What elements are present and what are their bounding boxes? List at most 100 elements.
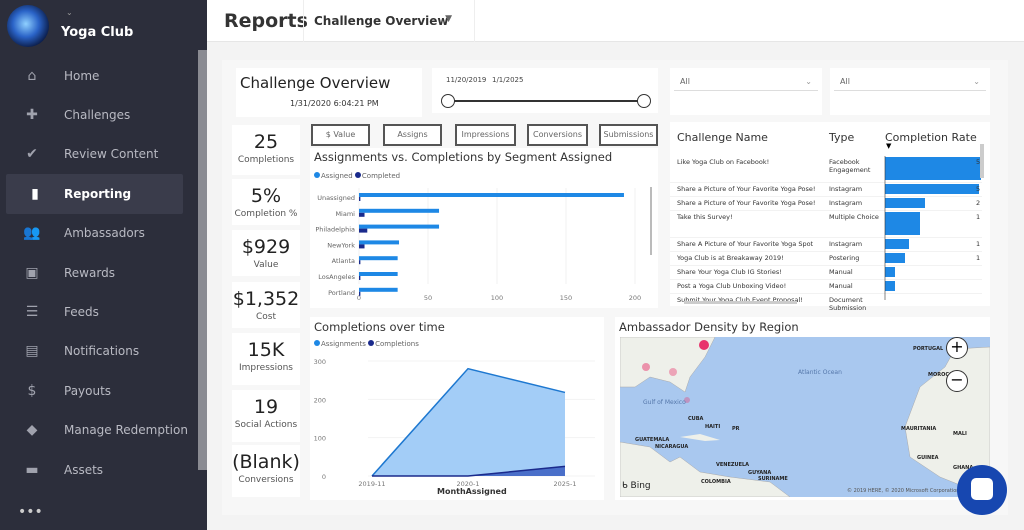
filter-dropdown-2[interactable]: All ⌄ xyxy=(834,73,986,91)
challenge-name: Submit Your Yoga Club Event Proposal! xyxy=(677,296,803,304)
bar-assigned[interactable] xyxy=(359,224,440,229)
challenge-type: Instagram xyxy=(829,240,863,248)
table-hscrollbar[interactable] xyxy=(684,301,797,304)
sidebar-nav: ⌂ Home ✚ Challenges ✔ Review Content ▮ Reportin… xyxy=(0,56,198,489)
slider-handle-start[interactable] xyxy=(441,94,455,108)
bar-assigned[interactable] xyxy=(359,240,400,245)
sidebar-item-manage-redemption[interactable]: ◆ Manage Redemption xyxy=(0,411,198,450)
bar-assigned[interactable] xyxy=(359,193,624,197)
date-start[interactable]: 11/20/2019 xyxy=(446,76,487,84)
bar-completed[interactable] xyxy=(359,291,361,296)
bar-completed[interactable] xyxy=(359,212,365,217)
map-label: GUINEA xyxy=(917,455,939,461)
sidebar-item-label: Payouts xyxy=(64,383,112,398)
date-end[interactable]: 1/1/2025 xyxy=(492,76,524,84)
map-label: GUYANA xyxy=(748,470,772,476)
y-tick-label: 200 xyxy=(314,396,326,404)
sort-desc-icon[interactable]: ▼ xyxy=(886,142,892,150)
y-category-label: Philadelphia xyxy=(315,226,355,234)
bar-assigned[interactable] xyxy=(359,272,398,276)
metric-button-assigns[interactable]: Assigns xyxy=(383,124,442,146)
bar-completed[interactable] xyxy=(359,197,361,201)
table-row[interactable]: Post a Yoga Club Unboxing Video! Manual xyxy=(670,280,982,294)
table-row[interactable]: Share a Picture of Your Favorite Yoga Po… xyxy=(670,197,982,211)
puzzle-icon: ✚ xyxy=(26,107,38,124)
sidebar-item-reporting[interactable]: ▮ Reporting xyxy=(6,174,183,214)
sidebar-item-assets[interactable]: ▬ Assets xyxy=(0,450,198,489)
table-row[interactable]: Like Yoga Club on Facebook! Facebook Enga… xyxy=(670,156,982,183)
bar-completed[interactable] xyxy=(359,228,368,233)
line-completions[interactable] xyxy=(372,465,566,477)
bar-assigned[interactable] xyxy=(359,287,398,292)
metric-button-value[interactable]: $ Value xyxy=(311,124,370,146)
kpi-value: 15K xyxy=(247,339,285,361)
date-slider: 11/20/2019 1/1/2025 xyxy=(432,68,658,113)
completion-rate-bar xyxy=(885,267,895,277)
line-assignments[interactable] xyxy=(371,367,566,477)
metric-button-submissions[interactable]: Submissions xyxy=(599,124,658,146)
more-icon[interactable]: ••• xyxy=(18,504,43,520)
y-category-label: LosAngeles xyxy=(318,273,355,281)
chat-icon xyxy=(971,478,993,500)
y-tick-label: 100 xyxy=(314,435,326,443)
sidebar-item-notifications[interactable]: ▤ Notifications xyxy=(0,332,198,371)
challenge-table: Challenge Name Type Completion Rate ▼ Li… xyxy=(670,122,990,321)
sidebar-item-payouts[interactable]: $ Payouts xyxy=(0,371,198,410)
bar-completed[interactable] xyxy=(359,244,365,249)
tag-icon: ◆ xyxy=(26,422,38,439)
zoom-in-button[interactable]: + xyxy=(946,337,968,359)
table-row[interactable]: Take this Survey! Multiple Choice 1 xyxy=(670,211,982,238)
sidebar-item-home[interactable]: ⌂ Home xyxy=(0,56,198,95)
bar-assigned[interactable] xyxy=(359,256,398,261)
overview-title: Challenge Overview xyxy=(240,74,391,92)
org-name[interactable]: Yoga Club xyxy=(61,25,134,40)
slider-handle-end[interactable] xyxy=(637,94,651,108)
y-category-label: Atlanta xyxy=(332,257,355,265)
map-label: HAITI xyxy=(705,424,721,430)
chat-launcher-button[interactable] xyxy=(957,465,1007,515)
bar-assigned[interactable] xyxy=(359,208,440,213)
x-tick-label: 150 xyxy=(560,294,572,302)
chevron-down-icon[interactable]: ⌄ xyxy=(66,8,73,17)
sidebar-item-feeds[interactable]: ☰ Feeds xyxy=(0,292,198,331)
sidebar-scrollbar[interactable] xyxy=(198,50,207,470)
col-header-type[interactable]: Type xyxy=(829,131,855,144)
metric-button-impressions[interactable]: Impressions xyxy=(455,124,516,146)
bar-completed[interactable] xyxy=(359,276,361,280)
zoom-out-button[interactable]: − xyxy=(946,370,968,392)
bar-completed[interactable] xyxy=(359,260,361,265)
map-label: CUBA xyxy=(688,416,704,422)
sidebar-item-label: Home xyxy=(64,68,100,83)
sidebar-item-rewards[interactable]: ▣ Rewards xyxy=(0,253,198,292)
challenge-type: Facebook Engagement xyxy=(829,158,871,174)
sidebar-item-challenges[interactable]: ✚ Challenges xyxy=(0,95,198,134)
table-row[interactable]: Share A Picture of Your Favorite Yoga Sp… xyxy=(670,238,982,252)
col-header-name[interactable]: Challenge Name xyxy=(677,131,768,144)
map-card: Ambassador Density by Region Atlantic Oc… xyxy=(615,317,990,500)
report-select[interactable]: Challenge Overview ▼ xyxy=(303,0,475,42)
filter-dropdown-1[interactable]: All ⌄ xyxy=(674,73,818,91)
chevron-down-icon: ⌄ xyxy=(973,77,980,86)
metric-button-conversions[interactable]: Conversions xyxy=(527,124,588,146)
kpi-card-cost: $1,352 Cost xyxy=(232,282,300,328)
org-logo[interactable] xyxy=(7,5,49,47)
map-label: VENEZUELA xyxy=(716,462,750,468)
map-label: MOROCCO xyxy=(928,372,957,378)
briefcase-icon: ▣ xyxy=(25,264,39,281)
challenge-name: Share A Picture of Your Favorite Yoga Sp… xyxy=(677,240,814,248)
report-select-value: Challenge Overview xyxy=(314,14,449,28)
challenge-type: Postering xyxy=(829,254,860,262)
table-row[interactable]: Share a Picture of Your Favorite Yoga Po… xyxy=(670,183,982,197)
col-header-rate[interactable]: Completion Rate xyxy=(885,131,977,144)
table-vscrollbar[interactable] xyxy=(980,144,984,178)
sidebar-item-review-content[interactable]: ✔ Review Content xyxy=(0,135,198,174)
table-row[interactable]: Yoga Club is at Breakaway 2019! Postering… xyxy=(670,252,982,266)
sidebar-item-ambassadors[interactable]: 👥 Ambassadors xyxy=(0,214,198,253)
completion-rate-bar xyxy=(885,253,906,263)
map[interactable] xyxy=(620,337,990,497)
sidebar-item-label: Ambassadors xyxy=(64,226,145,241)
table-row[interactable]: Share Your Yoga Club IG Stories! Manual xyxy=(670,266,982,280)
map-label: MAURITANIA xyxy=(901,426,937,432)
chart-scrollbar[interactable] xyxy=(650,187,652,255)
bing-logo: ᑲ Bing xyxy=(622,481,651,491)
